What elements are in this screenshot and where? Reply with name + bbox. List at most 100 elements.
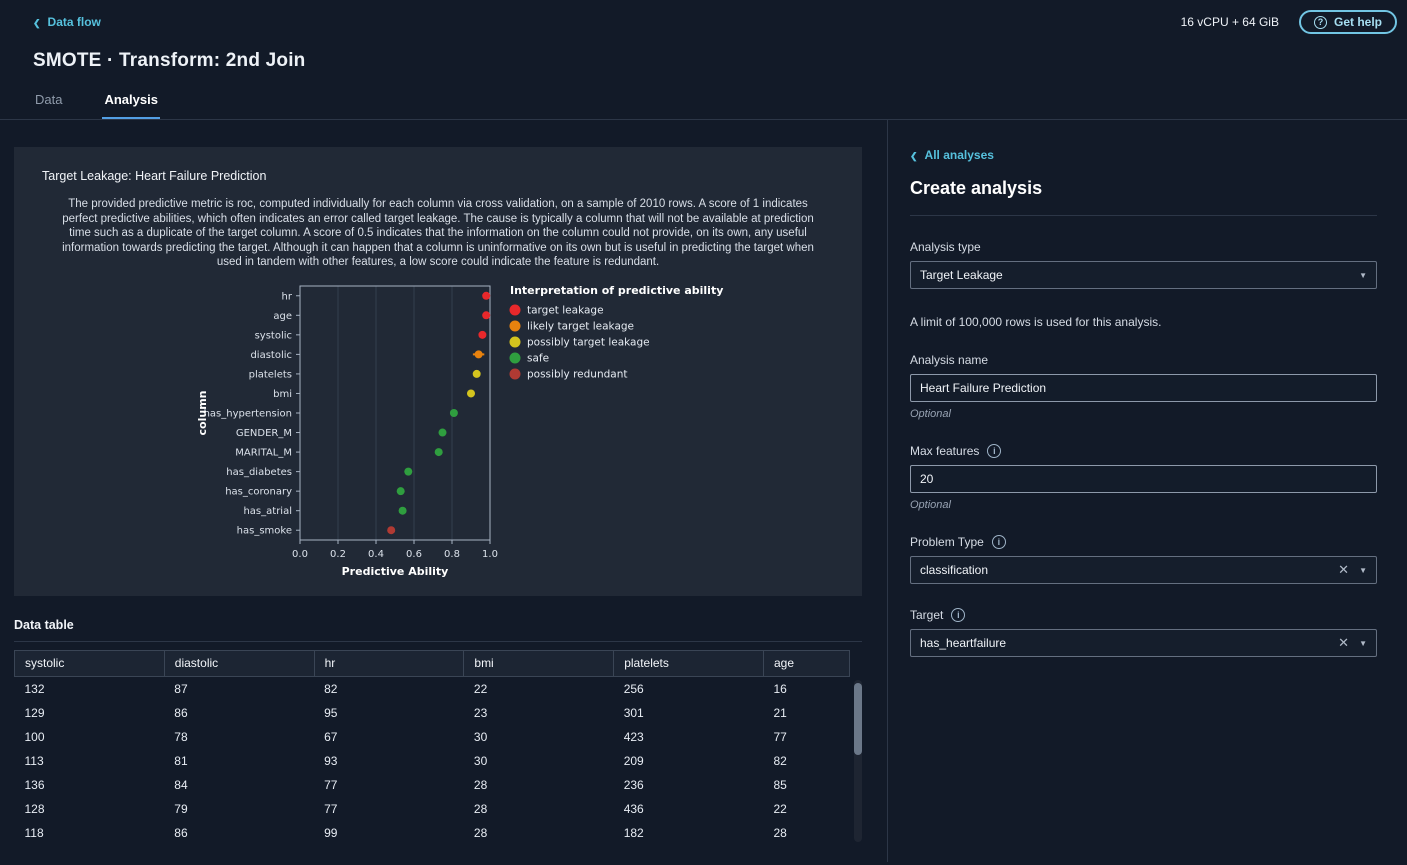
legend-swatch — [509, 304, 521, 315]
data-table: systolic diastolic hr bmi platelets age 132 87… — [14, 649, 850, 845]
table-row: 128 79 77 28 436 22 — [15, 797, 850, 821]
legend-label: possibly redundant — [527, 368, 627, 380]
table-cell: 22 — [773, 801, 787, 816]
legend-label: likely target leakage — [527, 320, 634, 332]
table-scrollbar[interactable] — [854, 679, 862, 842]
max-features-label: Max features — [910, 444, 1377, 458]
legend-label: safe — [527, 352, 549, 364]
table-row: 129 86 95 23 301 21 — [15, 701, 850, 725]
analysis-name-optional: Optional — [910, 408, 951, 420]
legend-swatch — [509, 368, 521, 379]
chart-point — [438, 428, 447, 437]
chart-category-label: GENDER_M — [236, 428, 292, 439]
clear-icon[interactable] — [1338, 635, 1349, 651]
table-cell: 78 — [174, 729, 188, 744]
get-help-button[interactable]: Get help — [1298, 10, 1397, 34]
table-cell: 81 — [174, 753, 188, 768]
tab-bar: Data Analysis — [0, 72, 1407, 120]
chevron-left-icon — [910, 148, 918, 162]
table-row: 136 84 77 28 236 85 — [15, 773, 850, 797]
data-table-head-row: systolic diastolic hr bmi platelets age — [14, 649, 850, 677]
column-header[interactable]: hr — [313, 649, 465, 677]
all-analyses-back-link[interactable]: All analyses — [910, 148, 994, 162]
panel-divider — [910, 215, 1377, 216]
analysis-name-input[interactable] — [910, 374, 1377, 402]
max-features-input[interactable] — [910, 465, 1377, 493]
chart-point — [398, 506, 407, 515]
table-cell: 79 — [174, 801, 188, 816]
column-header[interactable]: platelets — [613, 649, 764, 677]
data-table-body: 132 87 82 22 256 16 129 86 95 23 301 21 100 78 67 30 423… — [15, 676, 850, 845]
table-cell: 30 — [473, 729, 488, 744]
table-row: 132 87 82 22 256 16 — [15, 676, 850, 701]
chevron-down-icon — [1359, 566, 1367, 575]
table-row: 113 81 93 30 209 82 — [15, 749, 850, 773]
table-cell: 301 — [623, 705, 644, 720]
table-cell: 93 — [324, 753, 338, 768]
tab-data[interactable]: Data — [35, 92, 63, 107]
legend-swatch — [509, 352, 521, 363]
problem-type-label: Problem Type — [910, 535, 1377, 549]
legend-swatch — [509, 336, 521, 347]
svg-text:0.8: 0.8 — [444, 549, 460, 560]
table-cell: 423 — [623, 729, 644, 744]
problem-type-value: classification — [920, 563, 989, 577]
info-icon[interactable] — [991, 535, 1006, 549]
analysis-type-select[interactable]: Target Leakage — [910, 261, 1377, 289]
create-analysis-panel: All analyses Create analysis Analysis ty… — [888, 120, 1407, 862]
column-header[interactable]: bmi — [463, 649, 615, 677]
table-cell: 82 — [324, 681, 338, 696]
clear-icon[interactable] — [1338, 562, 1349, 578]
chart-point — [404, 467, 413, 476]
data-flow-back-label: Data flow — [47, 15, 101, 29]
left-column: Target Leakage: Heart Failure Prediction… — [0, 120, 888, 862]
column-header[interactable]: age — [763, 649, 850, 677]
analysis-type-value: Target Leakage — [920, 268, 1003, 282]
table-cell: 82 — [773, 753, 787, 768]
chart-category-label: has_smoke — [237, 525, 292, 536]
chart-point — [482, 310, 491, 319]
table-cell: 436 — [623, 801, 644, 816]
table-cell: 129 — [24, 705, 45, 720]
column-header[interactable]: systolic — [14, 649, 165, 677]
info-icon[interactable] — [987, 444, 1002, 458]
table-cell: 118 — [24, 825, 44, 840]
table-cell: 128 — [24, 801, 45, 816]
data-table-heading: Data table — [14, 617, 74, 632]
chevron-down-icon — [1359, 639, 1367, 648]
table-scrollbar-thumb[interactable] — [854, 682, 862, 755]
table-cell: 85 — [773, 777, 787, 792]
table-cell: 84 — [174, 777, 188, 792]
table-cell: 28 — [473, 825, 488, 840]
problem-type-select[interactable]: classification — [910, 556, 1377, 584]
chart-category-label: has_diabetes — [226, 467, 292, 478]
chart-category-label: diastolic — [250, 349, 292, 360]
info-icon[interactable] — [951, 608, 966, 622]
table-cell: 87 — [174, 681, 188, 696]
svg-text:0.0: 0.0 — [292, 549, 308, 560]
column-header[interactable]: diastolic — [163, 649, 315, 677]
chart-category-label: hr — [282, 291, 293, 302]
table-cell: 132 — [24, 681, 45, 696]
data-flow-back-link[interactable]: Data flow — [33, 15, 101, 29]
question-mark-icon — [1313, 15, 1327, 29]
legend-label: possibly target leakage — [527, 336, 650, 348]
table-cell: 30 — [473, 753, 488, 768]
chart-point — [467, 388, 475, 397]
data-table-divider — [14, 640, 862, 642]
table-cell: 21 — [773, 705, 787, 720]
table-cell: 28 — [473, 777, 488, 792]
table-cell: 99 — [324, 825, 338, 840]
page-title: SMOTE · Transform: 2nd Join — [33, 50, 306, 71]
table-cell: 77 — [324, 777, 338, 792]
legend-title: Interpretation of predictive ability — [510, 284, 723, 297]
table-cell: 113 — [24, 753, 44, 768]
target-select[interactable]: has_heartfailure — [910, 629, 1377, 657]
svg-text:0.2: 0.2 — [330, 549, 346, 560]
table-cell: 136 — [24, 777, 45, 792]
target-leakage-analysis-card: Target Leakage: Heart Failure Prediction… — [14, 147, 862, 596]
target-label: Target — [910, 608, 1377, 622]
tab-analysis[interactable]: Analysis — [102, 92, 160, 119]
max-features-optional: Optional — [910, 499, 951, 511]
chart-category-label: platelets — [249, 369, 292, 380]
